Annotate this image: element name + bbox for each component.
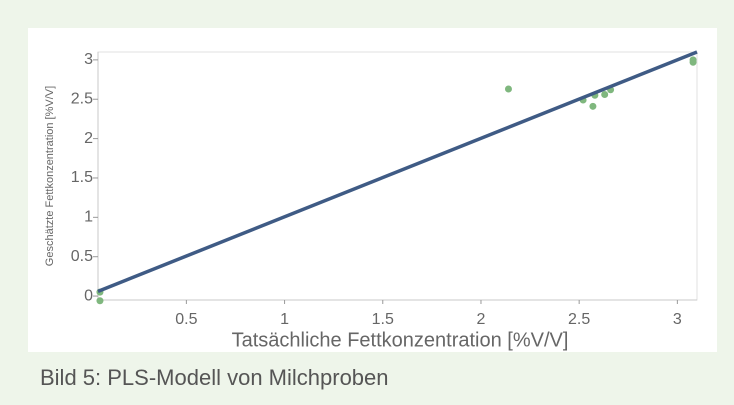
x-tick-label: 2.5 xyxy=(568,311,590,328)
y-tick-label: 1.5 xyxy=(71,169,93,186)
x-tick-label: 2 xyxy=(477,311,486,328)
y-tick-label: 2 xyxy=(84,130,93,147)
point xyxy=(504,85,512,93)
y-tick-label: 0 xyxy=(84,287,93,304)
y-axis-label: Geschätzte Fettkonzentration [%V/V] xyxy=(44,86,56,266)
x-tick-label: 3 xyxy=(673,311,682,328)
point xyxy=(589,102,597,110)
fit-line xyxy=(97,50,698,293)
caption: Bild 5: PLS-Modell von Milchproben xyxy=(40,365,389,390)
y-tick-label: 0.5 xyxy=(71,248,93,265)
y-tick-label: 2.5 xyxy=(71,90,93,107)
point xyxy=(689,58,697,66)
x-tick-label: 0.5 xyxy=(175,311,197,328)
y-tick-label: 3 xyxy=(84,51,93,68)
chart-panel xyxy=(28,28,717,352)
y-tick-label: 1 xyxy=(84,209,93,226)
x-tick-label: 1 xyxy=(280,311,289,328)
chart: Tatsächliche Fettkonzentration [%V/V] Ge… xyxy=(44,50,698,351)
point xyxy=(601,91,609,99)
point xyxy=(96,297,104,305)
x-tick-label: 1.5 xyxy=(372,311,394,328)
x-axis-label: Tatsächliche Fettkonzentration [%V/V] xyxy=(232,329,569,351)
